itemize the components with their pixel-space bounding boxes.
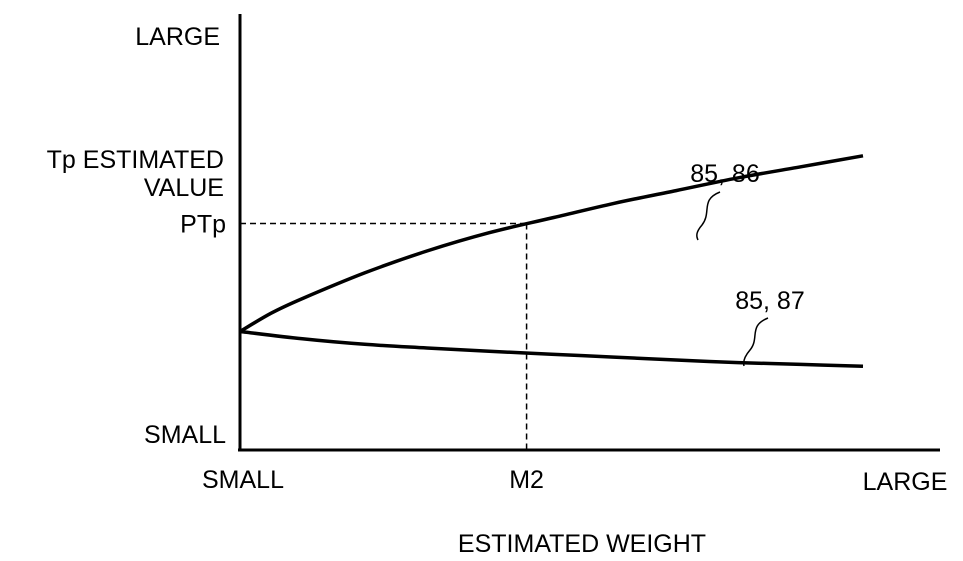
series-label-85-86: 85, 86	[690, 160, 760, 188]
reference-x-label: M2	[509, 466, 544, 494]
series-label-leader-85-86	[697, 192, 720, 240]
series-line-85-87	[240, 332, 863, 367]
x-axis-title: ESTIMATED WEIGHT	[458, 530, 706, 558]
reference-y-label: PTp	[180, 211, 226, 239]
series-label-leader-85-87	[744, 318, 768, 366]
y-axis-title-line-2: VALUE	[144, 174, 224, 202]
y-axis-max-label: LARGE	[135, 23, 220, 51]
x-axis-max-label: LARGE	[863, 468, 948, 496]
x-axis-min-label: SMALL	[202, 466, 284, 494]
y-axis-title-line-1: Tp ESTIMATED	[47, 146, 224, 174]
y-axis-min-label: SMALL	[144, 421, 226, 449]
series-label-85-87: 85, 87	[735, 287, 805, 315]
